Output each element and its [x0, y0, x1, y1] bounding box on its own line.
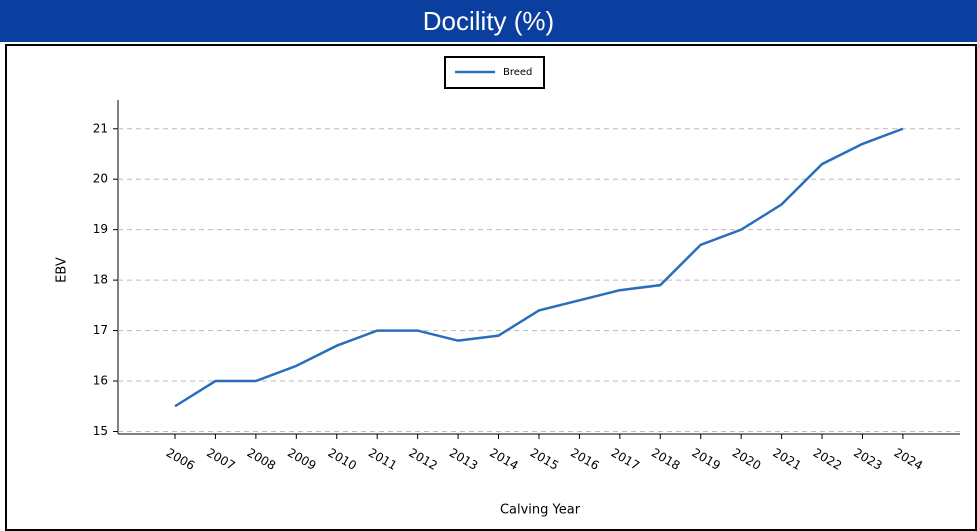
x-tick-label: 2017	[609, 446, 642, 473]
y-tick-label: 20	[93, 172, 108, 186]
x-tick-label: 2015	[528, 446, 561, 473]
y-tick-label: 19	[93, 222, 108, 236]
x-tick-label: 2011	[366, 446, 399, 473]
chart-title: Docility (%)	[422, 6, 555, 36]
y-tick-label: 21	[93, 121, 108, 135]
x-tick-label: 2016	[568, 446, 601, 473]
x-tick-label: 2012	[406, 446, 439, 473]
x-tick-label: 2024	[892, 446, 925, 473]
x-tick-label: 2008	[245, 446, 278, 473]
y-tick-label: 17	[93, 323, 108, 337]
x-tick-label: 2021	[770, 446, 803, 473]
data-line	[174, 127, 904, 408]
x-axis-label: Calving Year	[500, 503, 581, 518]
x-tick-label: 2022	[811, 446, 844, 473]
x-tick-label: 2020	[730, 446, 763, 473]
y-axis-label: EBV	[55, 257, 70, 283]
y-tick-label: 16	[93, 374, 108, 388]
x-tick-label: 2009	[285, 446, 318, 473]
x-tick-label: 2013	[447, 446, 480, 473]
y-tick-label: 18	[93, 273, 108, 287]
y-tick-label: 15	[93, 424, 108, 438]
x-tick-label: 2006	[164, 446, 197, 473]
x-tick-label: 2023	[851, 446, 884, 473]
x-tick-label: 2019	[689, 446, 722, 473]
x-tick-label: 2018	[649, 446, 682, 473]
x-tick-label: 2010	[326, 446, 359, 473]
chart-frame	[5, 44, 977, 531]
x-tick-label: 2007	[204, 446, 237, 473]
title-bar: Docility (%)	[0, 0, 977, 42]
x-tick-label: 2014	[487, 446, 520, 473]
legend-label: Breed	[503, 67, 532, 78]
